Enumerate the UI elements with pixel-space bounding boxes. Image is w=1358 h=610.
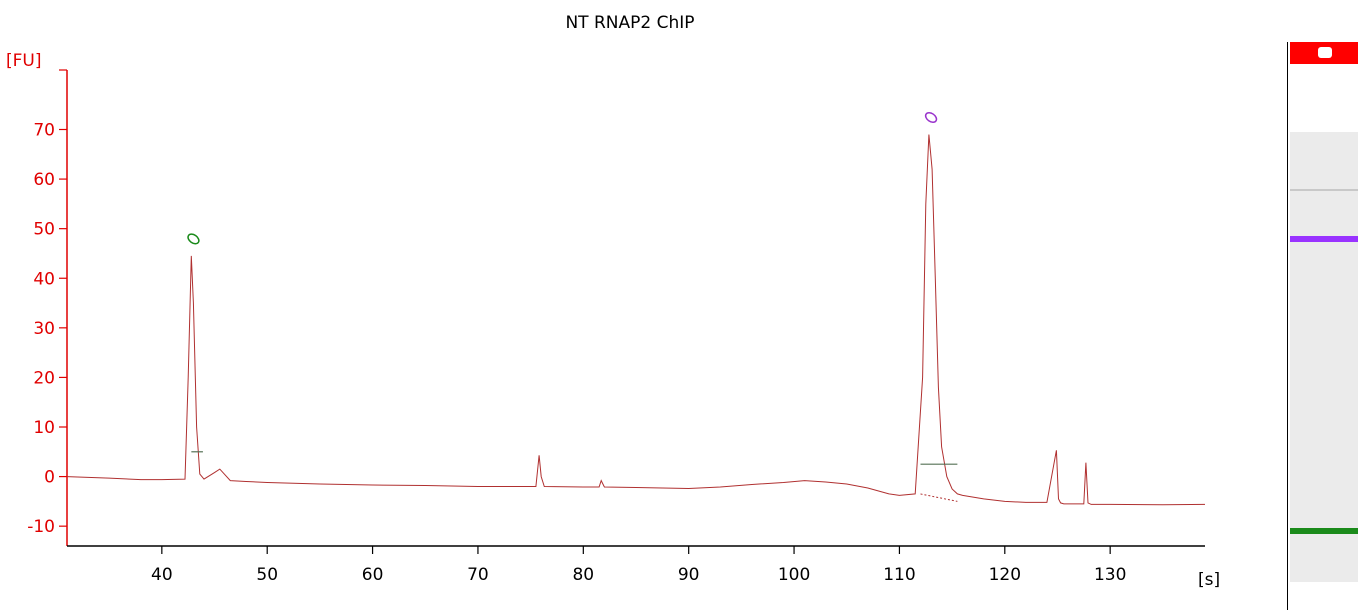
y-tick-label: 30 [33, 319, 55, 339]
y-tick-label: 10 [33, 418, 55, 438]
chart-title: NT RNAP2 ChIP [565, 13, 694, 33]
trace-group [66, 134, 1206, 506]
y-tick-label: 60 [33, 170, 55, 190]
y-axis-label: [FU] [6, 51, 42, 71]
peak-markers-group [187, 111, 958, 502]
y-tick-label: 50 [33, 220, 55, 240]
ticks-group: -10 0 10 20 30 40 50 60 70 40 50 60 70 80 90 100 110 120 1… [27, 69, 1126, 585]
x-tick-label: 100 [778, 565, 810, 585]
x-tick-label: 130 [1094, 565, 1126, 585]
gel-lane-clear-region [1290, 64, 1358, 132]
y-tick-label: 70 [33, 121, 55, 141]
y-tick-label: 40 [33, 269, 55, 289]
gel-marker-dot [1318, 47, 1332, 58]
gel-lane [1290, 42, 1358, 582]
peak-marker [924, 111, 938, 123]
axes-group [66, 70, 1205, 547]
gel-band-faint [1290, 189, 1358, 191]
x-tick-label: 110 [883, 565, 915, 585]
gel-lane-divider [1287, 42, 1288, 610]
peak-baseline-dotted [920, 493, 958, 502]
y-tick-label: -10 [27, 517, 55, 537]
x-tick-label: 60 [362, 565, 384, 585]
y-tick-label: 20 [33, 368, 55, 388]
x-tick-label: 40 [151, 565, 173, 585]
x-tick-label: 90 [678, 565, 700, 585]
x-axis-label: [s] [1198, 570, 1220, 590]
x-tick-label: 70 [467, 565, 489, 585]
y-tick-label: 0 [44, 468, 55, 488]
x-tick-label: 120 [989, 565, 1021, 585]
x-tick-label: 50 [256, 565, 278, 585]
peak-marker [187, 233, 200, 245]
gel-band-upper-peak [1290, 236, 1358, 242]
x-tick-label: 80 [572, 565, 594, 585]
gel-band-lower-peak [1290, 528, 1358, 534]
trace-line [66, 134, 1206, 506]
